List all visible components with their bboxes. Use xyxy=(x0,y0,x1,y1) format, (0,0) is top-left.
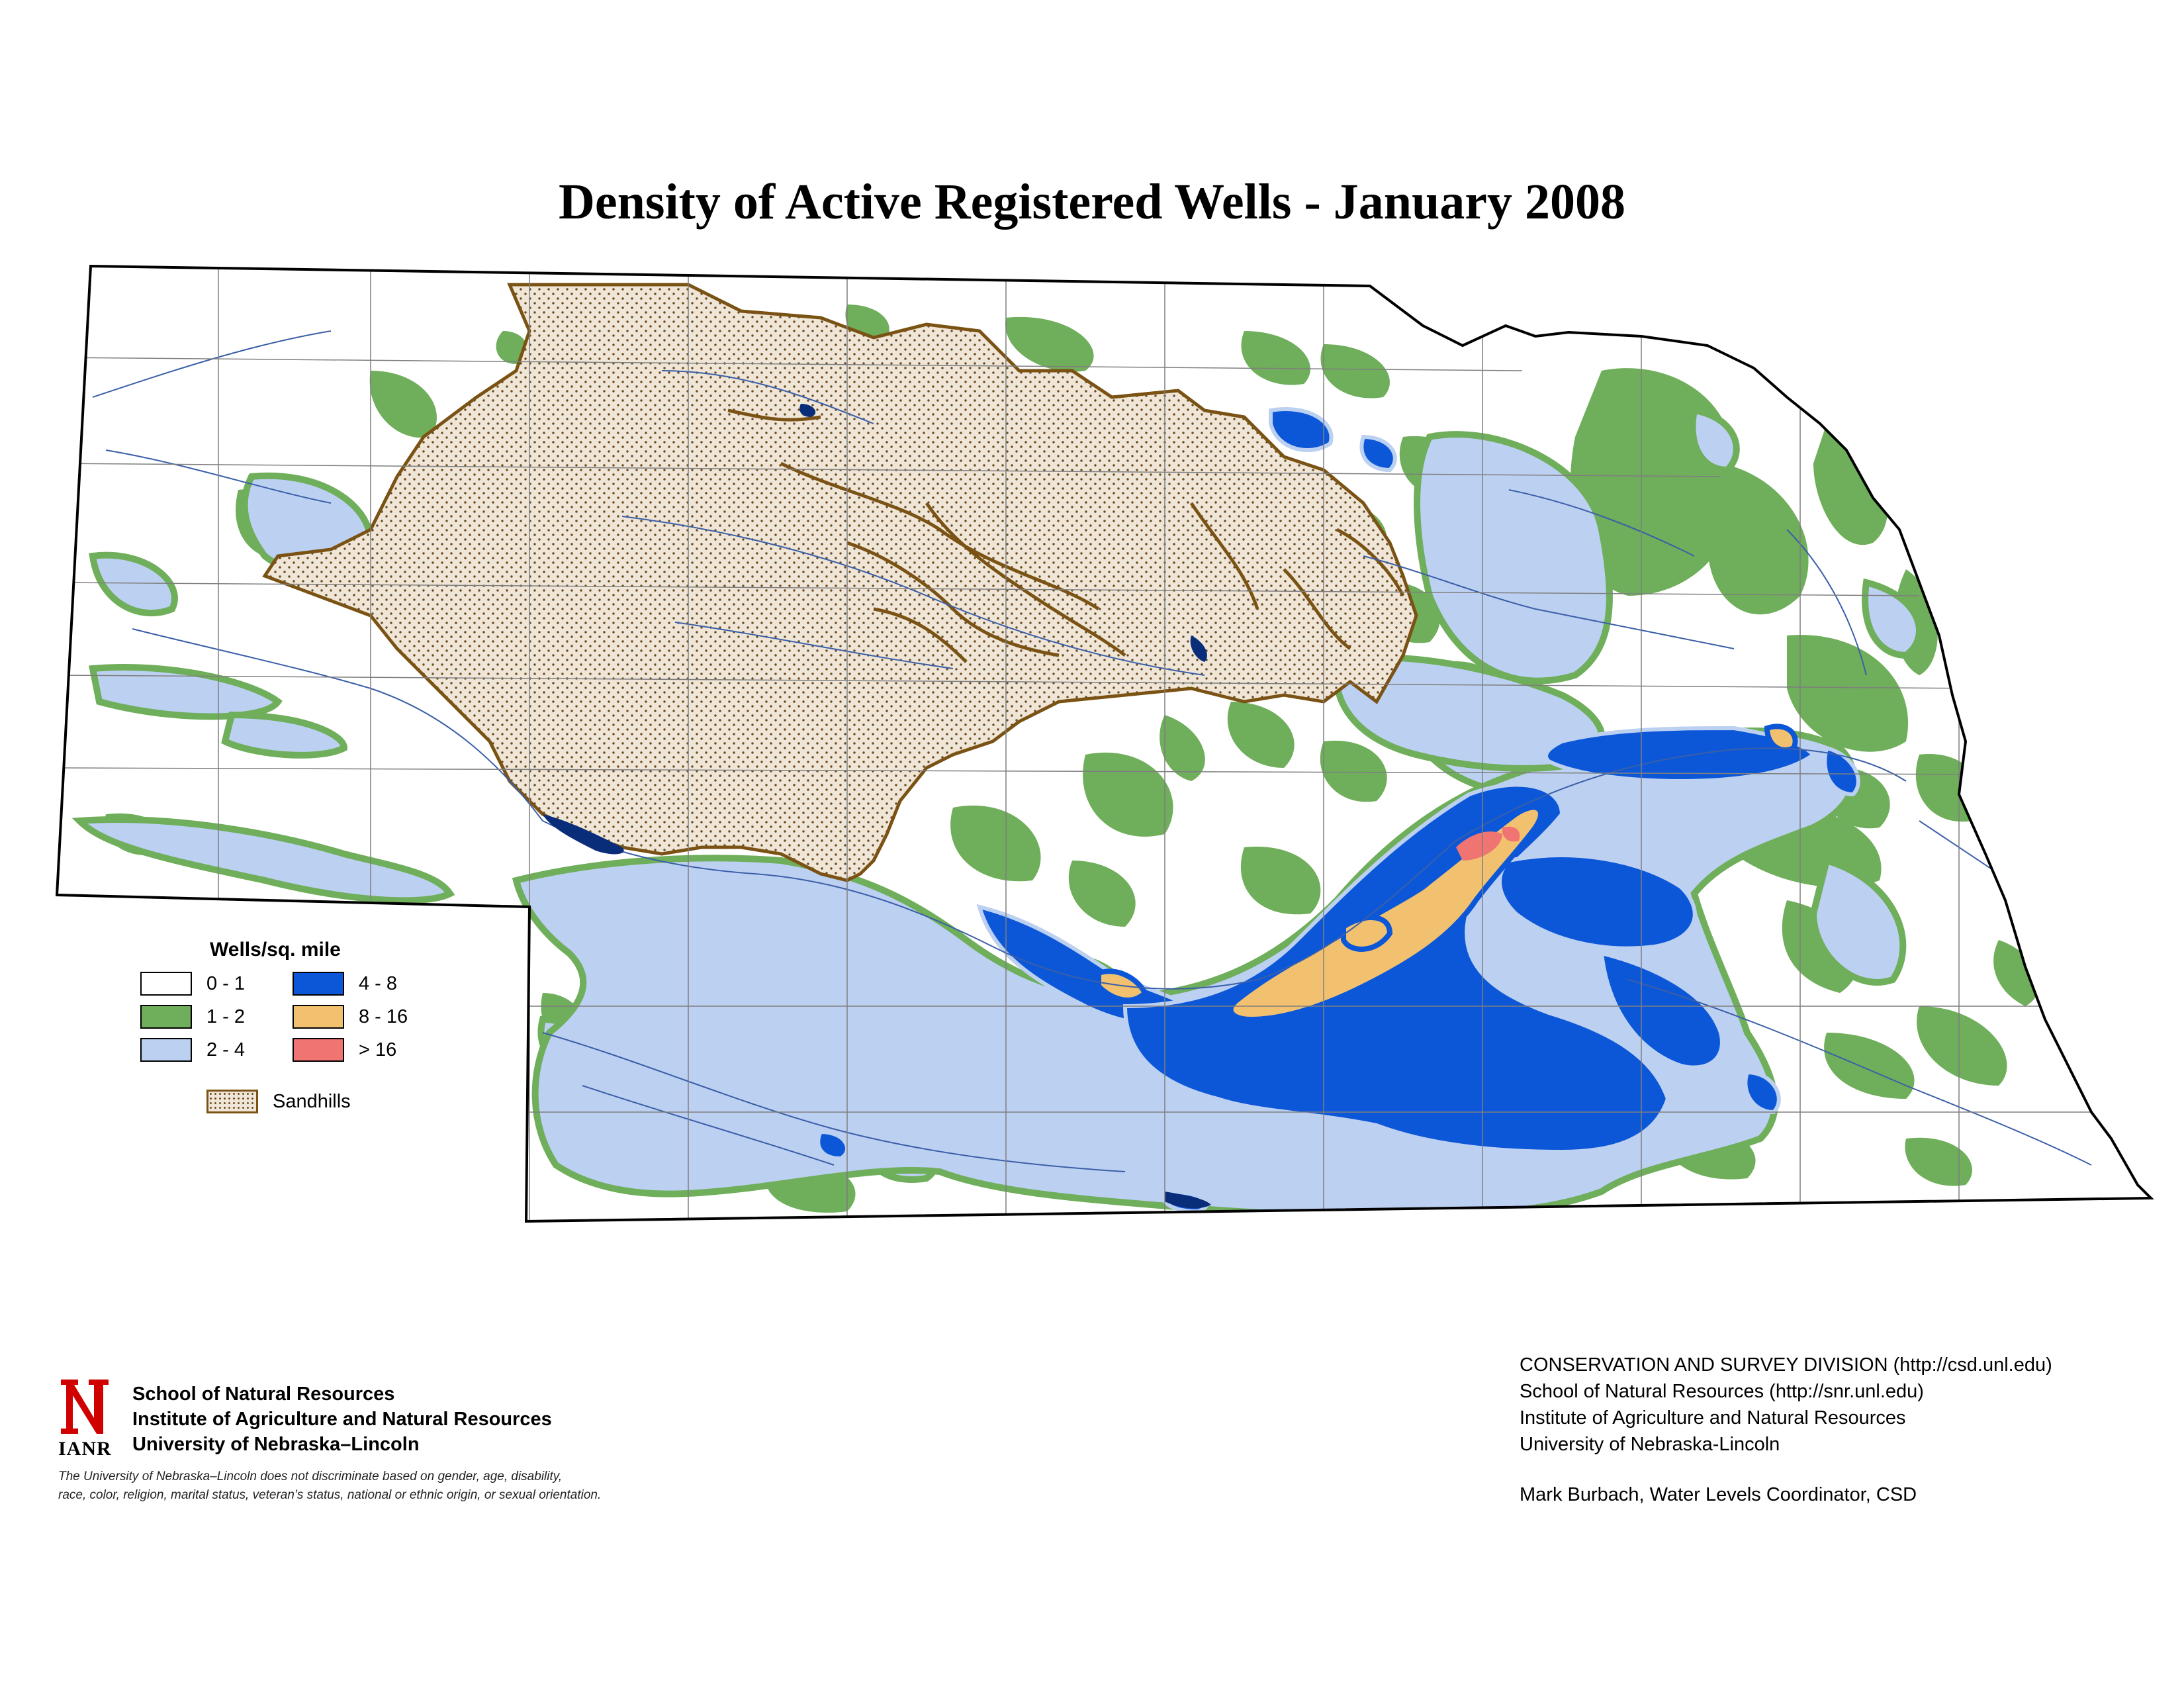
legend-swatch-2-4 xyxy=(140,1038,192,1062)
legend-swatch-sandhills xyxy=(206,1090,258,1113)
ianr-logo-text: IANR xyxy=(58,1438,112,1460)
legend-swatch-8-16 xyxy=(293,1005,344,1029)
credit-line-3: Institute of Agriculture and Natural Res… xyxy=(1520,1407,1906,1429)
rivers xyxy=(92,330,2092,1172)
org-line-2: Institute of Agriculture and Natural Res… xyxy=(132,1409,552,1430)
map-title: Density of Active Registered Wells - Jan… xyxy=(558,174,1626,230)
credit-line-1: CONSERVATION AND SURVEY DIVISION (http:/… xyxy=(1520,1354,2052,1376)
nebraska-n-logo xyxy=(61,1380,109,1434)
legend-label-over-16: > 16 xyxy=(359,1039,397,1060)
lakes xyxy=(543,404,1211,1209)
disclaimer-line-2: race, color, religion, marital status, v… xyxy=(58,1488,602,1502)
legend-label-4-8: 4 - 8 xyxy=(359,973,398,994)
disclaimer-line-1: The University of Nebraska–Lincoln does … xyxy=(58,1470,563,1483)
legend-swatch-1-2 xyxy=(140,1005,192,1029)
density-over-16-areas xyxy=(1456,826,1520,861)
legend-label-8-16: 8 - 16 xyxy=(359,1006,408,1027)
org-line-1: School of Natural Resources xyxy=(132,1383,395,1405)
legend-swatch-4-8 xyxy=(293,972,344,996)
legend-title: Wells/sq. mile xyxy=(210,939,341,961)
org-line-3: University of Nebraska–Lincoln xyxy=(132,1434,420,1455)
coordinator-credit: Mark Burbach, Water Levels Coordinator, … xyxy=(1520,1484,1917,1505)
legend-label-sandhills: Sandhills xyxy=(273,1091,351,1112)
legend-label-2-4: 2 - 4 xyxy=(206,1039,246,1060)
credit-line-2: School of Natural Resources (http://snr.… xyxy=(1520,1381,1924,1402)
legend-label-1-2: 1 - 2 xyxy=(206,1006,246,1027)
legend-swatch-0-1 xyxy=(140,972,192,996)
sandhills-region xyxy=(262,283,1418,882)
legend-swatch-over-16 xyxy=(293,1038,344,1062)
county-grid xyxy=(57,266,2111,1221)
state-boundary xyxy=(55,264,2154,1223)
sandhills-valley-lines xyxy=(727,408,1405,663)
credit-line-4: University of Nebraska-Lincoln xyxy=(1520,1434,1780,1455)
legend-label-0-1: 0 - 1 xyxy=(206,973,246,994)
